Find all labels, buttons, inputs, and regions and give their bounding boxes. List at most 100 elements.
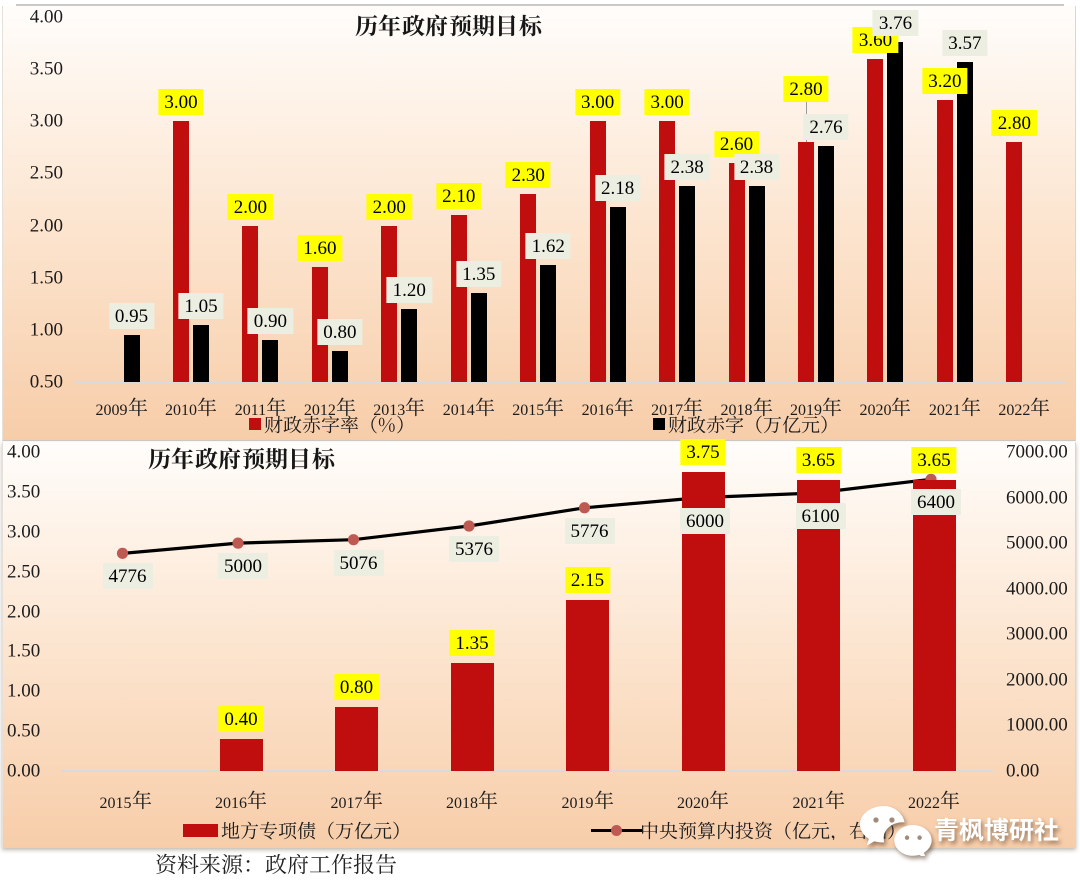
glyph-path bbox=[378, 417, 395, 433]
cjk-glyph bbox=[312, 447, 335, 470]
cjk-glyph bbox=[340, 415, 359, 434]
cjk-glyph bbox=[825, 790, 844, 810]
chart-panel-bonds: 4.00 3.50 3.00 2.50 2.00 1.50 1.00 0.50 0.00 7000… bbox=[2, 438, 1076, 848]
bar-label: 2.15 bbox=[564, 566, 611, 593]
x-axis-label: 2016 bbox=[582, 397, 634, 419]
bar-label: 3.00 bbox=[644, 89, 690, 116]
glyph-path bbox=[297, 821, 316, 840]
y-axis-left-tick: 1.50 bbox=[7, 640, 41, 662]
text-fragment: 2020 bbox=[859, 402, 892, 420]
glyph-path bbox=[831, 835, 835, 840]
glyph-path bbox=[393, 821, 399, 840]
cjk-glyph bbox=[354, 821, 373, 840]
bar-label: 0.80 bbox=[317, 318, 363, 345]
glyph-path bbox=[811, 822, 830, 840]
cjk-glyph bbox=[472, 15, 495, 37]
glyph-path bbox=[659, 821, 678, 840]
glyph-path bbox=[354, 821, 373, 840]
glyph-path bbox=[240, 821, 259, 840]
glyph-path bbox=[353, 853, 374, 875]
glyph-path bbox=[668, 415, 687, 434]
bar-deficit-rate-2017年 bbox=[659, 121, 676, 382]
cjk-glyph bbox=[265, 448, 288, 470]
bar-deficit-rate-2011年 bbox=[242, 225, 259, 382]
cjk-glyph bbox=[709, 790, 729, 810]
bar-label: 2.38 bbox=[664, 153, 710, 180]
y-axis-right-tick: 6000.00 bbox=[1006, 487, 1068, 509]
y-axis-right-tick: 2000.00 bbox=[1006, 669, 1068, 691]
cjk-glyph bbox=[406, 397, 425, 417]
cjk-glyph bbox=[265, 853, 287, 875]
text-fragment: 2013 bbox=[373, 402, 406, 420]
text-fragment: 2015 bbox=[99, 795, 132, 813]
x-axis-line bbox=[61, 770, 993, 772]
glyph-path bbox=[328, 821, 334, 840]
cjk-glyph bbox=[195, 447, 218, 470]
cjk-glyph bbox=[292, 448, 309, 470]
bar-label: 0.40 bbox=[218, 706, 264, 733]
bar-special-bond-2017年 bbox=[335, 707, 378, 771]
glyph-path bbox=[642, 821, 658, 840]
x-axis-label: 2014 bbox=[443, 397, 495, 419]
y-axis-left-tick: 0.00 bbox=[7, 760, 41, 782]
x-axis-label: 2022 bbox=[908, 790, 960, 812]
cjk-glyph bbox=[499, 15, 516, 37]
watermark bbox=[858, 800, 1073, 858]
glyph-path bbox=[199, 853, 221, 875]
bar-label: 2.18 bbox=[595, 174, 641, 201]
bar-label: 3.65 bbox=[795, 446, 842, 473]
glyph-path bbox=[247, 790, 267, 810]
glyph-path bbox=[355, 15, 378, 37]
text-fragment: 2016 bbox=[215, 795, 247, 813]
glyph-path bbox=[821, 415, 827, 434]
cjk-glyph bbox=[363, 790, 382, 810]
wechat-eye bbox=[873, 817, 879, 823]
bar-deficit-2015年 bbox=[540, 265, 557, 382]
y-axis-tick: 3.50 bbox=[29, 58, 63, 80]
x-axis-label: 2020 bbox=[677, 790, 729, 812]
cjk-glyph bbox=[425, 14, 448, 37]
legend-swatch-deficit-rate bbox=[249, 418, 261, 430]
text-fragment: 2018 bbox=[720, 402, 753, 420]
text-fragment: 2017 bbox=[330, 795, 363, 813]
cjk-glyph bbox=[353, 853, 374, 875]
bar-label: 2.76 bbox=[803, 114, 849, 141]
watermark-name bbox=[934, 817, 1059, 849]
x-axis-label: 2021 bbox=[793, 790, 845, 812]
y-axis-tick: 3.00 bbox=[29, 110, 63, 132]
glyph-path bbox=[375, 853, 397, 875]
y-axis-right-tick: 5000.00 bbox=[1006, 532, 1068, 554]
cjk-glyph bbox=[544, 397, 564, 417]
glyph-path bbox=[132, 790, 151, 810]
glyph-path bbox=[755, 821, 773, 840]
wechat-icon bbox=[860, 806, 932, 856]
glyph-path bbox=[683, 397, 703, 417]
cjk-glyph bbox=[706, 415, 725, 434]
bar-deficit-2017年 bbox=[679, 185, 696, 382]
cjk-glyph bbox=[172, 447, 194, 470]
glyph-path bbox=[402, 14, 425, 37]
y-axis-tick: 4.00 bbox=[29, 6, 63, 28]
cjk-glyph bbox=[475, 397, 494, 417]
y-axis-right-tick: 4000.00 bbox=[1006, 578, 1068, 600]
bar-deficit-rate-2016年 bbox=[589, 121, 606, 382]
glyph-path bbox=[792, 821, 811, 840]
glyph-path bbox=[961, 397, 981, 417]
y-axis-right-tick: 7000.00 bbox=[1006, 441, 1068, 463]
bar-deficit-2018年 bbox=[748, 185, 765, 382]
bar-label: 2.00 bbox=[366, 193, 412, 220]
cjk-glyph bbox=[959, 817, 984, 842]
cjk-glyph bbox=[478, 790, 498, 810]
source-note bbox=[155, 853, 397, 876]
x-axis-label: 2019 bbox=[790, 397, 842, 419]
bar-label: 2.00 bbox=[227, 193, 274, 220]
bar-label: 3.57 bbox=[942, 29, 988, 56]
text-fragment: 2011 bbox=[234, 402, 267, 420]
glyph-path bbox=[785, 821, 791, 840]
cjk-glyph bbox=[792, 821, 811, 840]
cjk-glyph bbox=[373, 822, 392, 840]
cjk-glyph bbox=[335, 822, 354, 840]
cjk-glyph bbox=[197, 397, 217, 417]
x-axis-label: 2015 bbox=[100, 790, 152, 812]
glyph-path bbox=[396, 415, 403, 434]
